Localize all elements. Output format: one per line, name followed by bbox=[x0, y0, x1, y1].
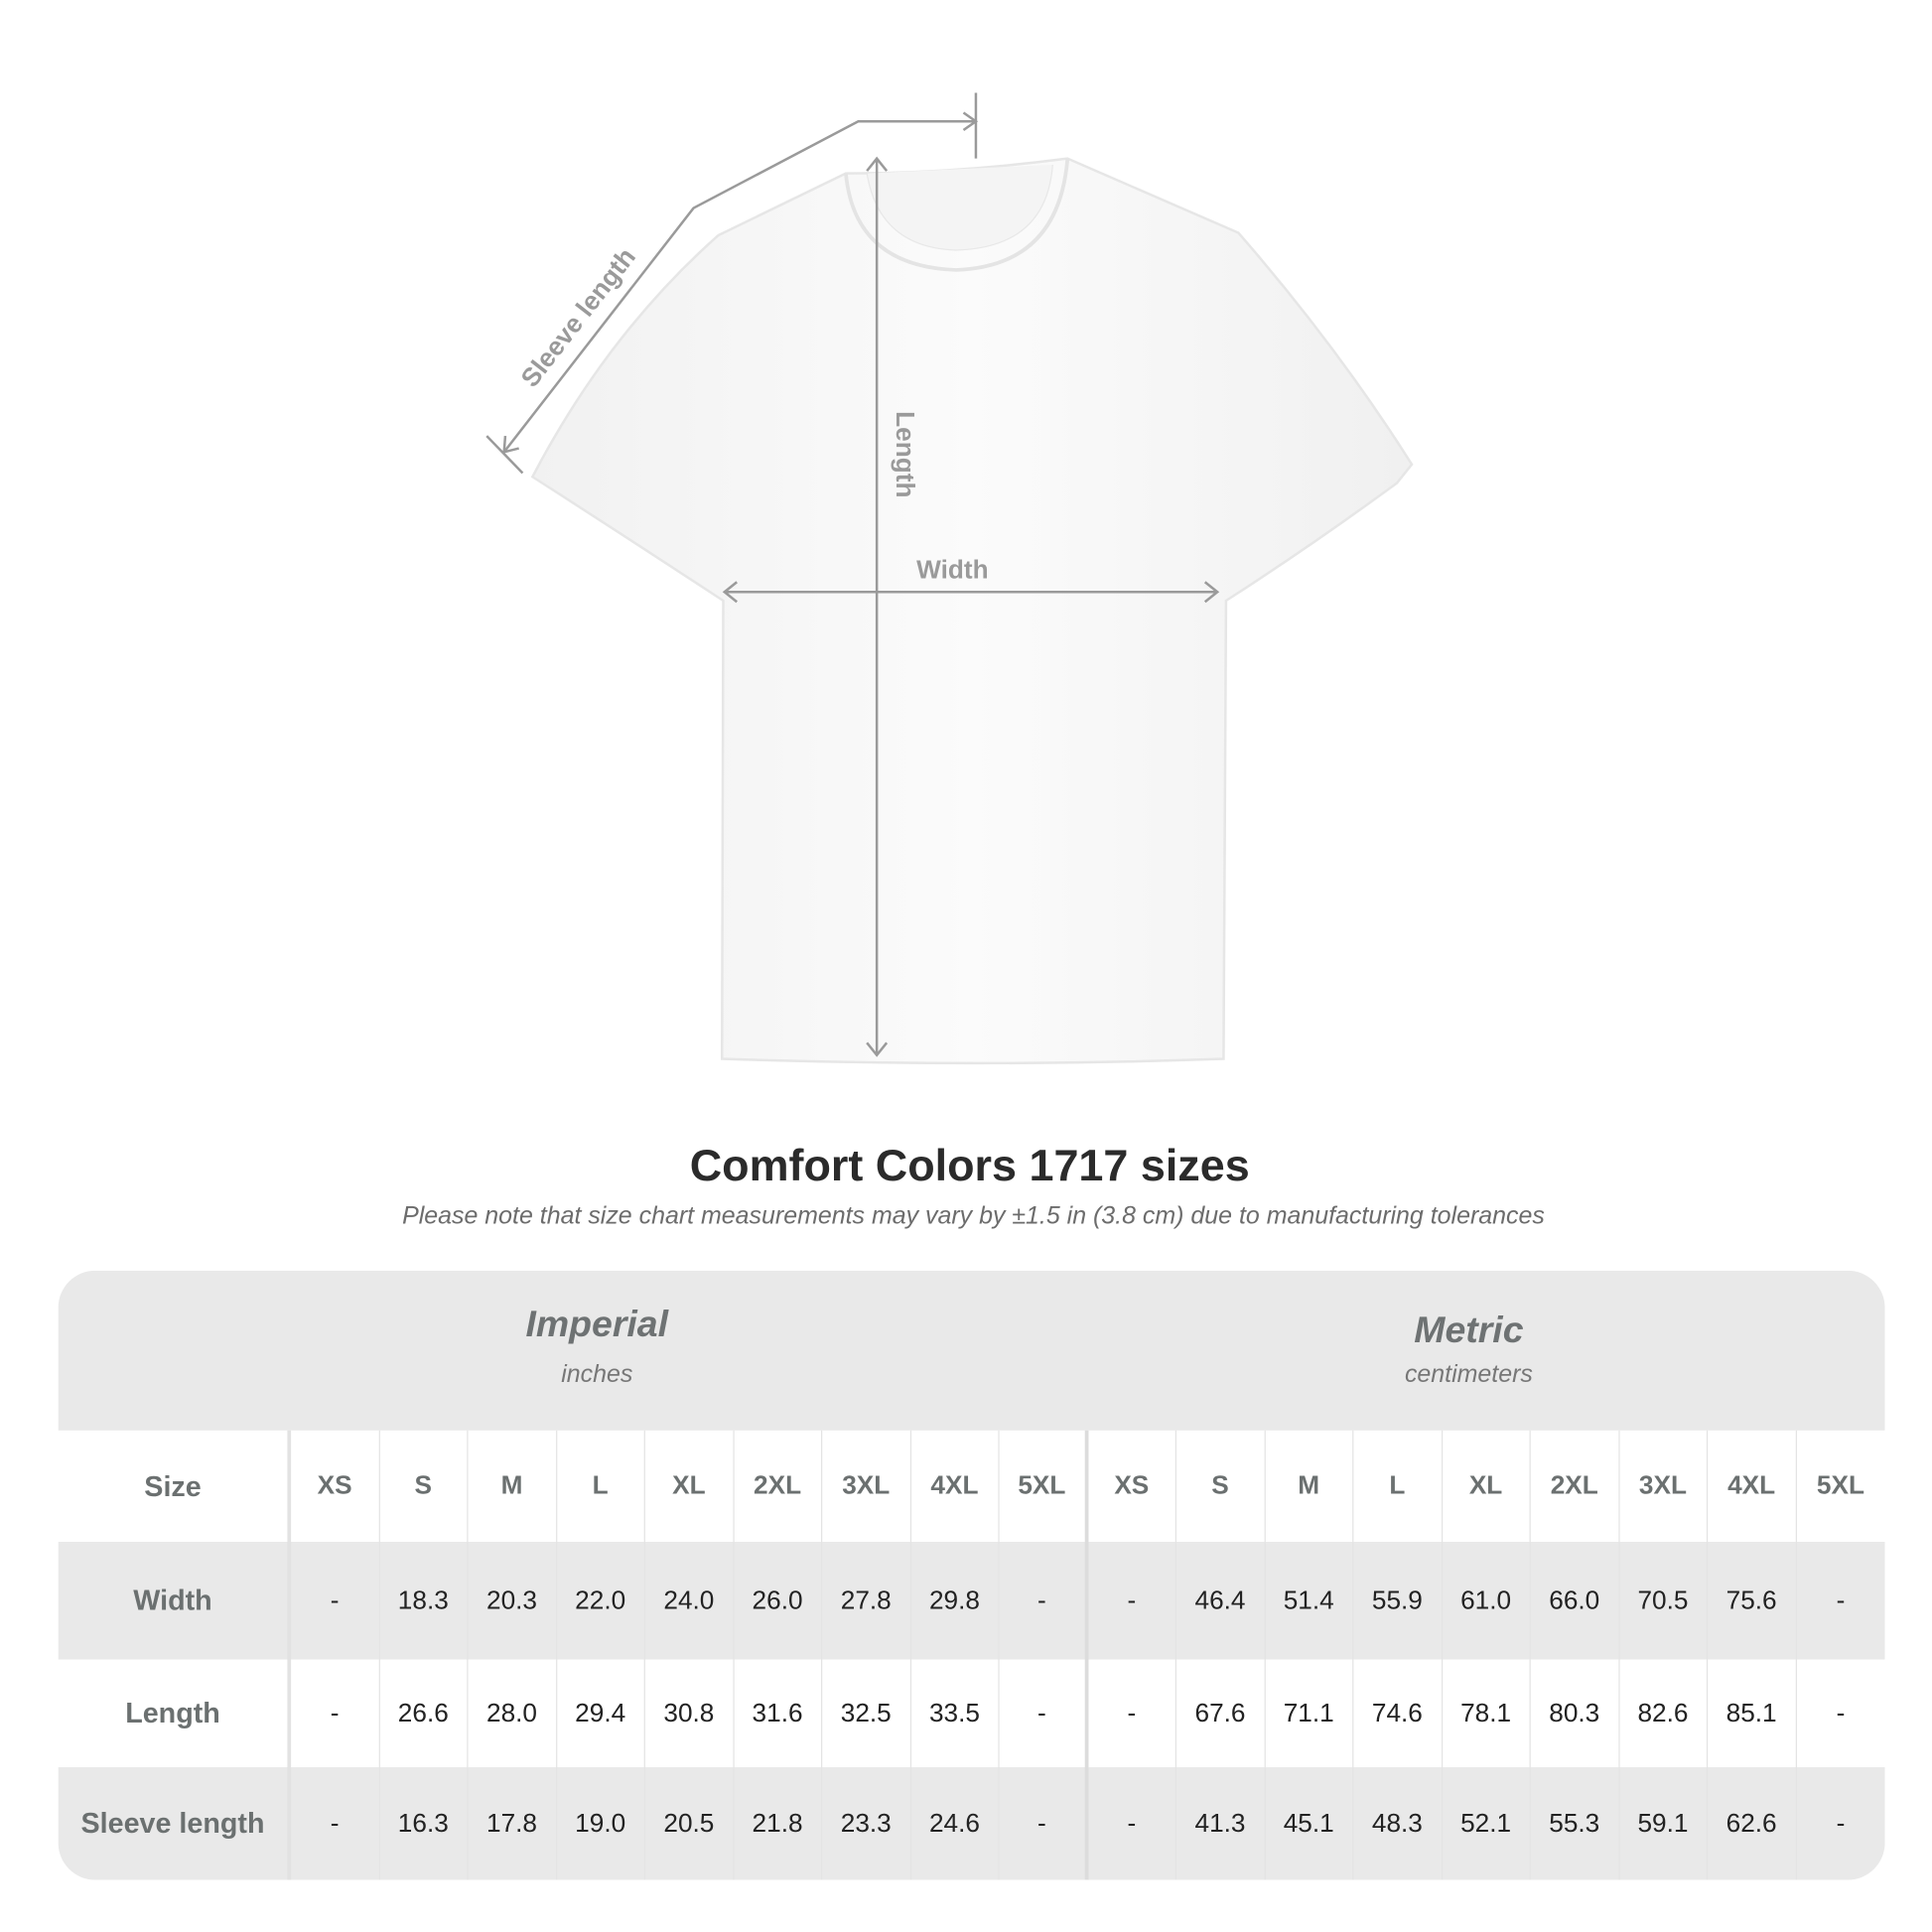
size-header-imperial: S bbox=[379, 1430, 469, 1543]
table-cell-metric: 52.1 bbox=[1443, 1767, 1531, 1880]
table-cell-imperial: 23.3 bbox=[822, 1767, 911, 1880]
table-cell-imperial: 26.6 bbox=[379, 1659, 469, 1768]
tshirt-shape bbox=[530, 157, 1414, 1065]
size-table: Imperial inches Metric centimeters Size X… bbox=[58, 1270, 1885, 1880]
table-cell-metric: 62.6 bbox=[1708, 1767, 1797, 1880]
table-cell-metric: 74.6 bbox=[1353, 1659, 1443, 1768]
table-cell-metric: 48.3 bbox=[1353, 1767, 1443, 1880]
table-cell-imperial: - bbox=[291, 1542, 380, 1660]
size-header-imperial: 3XL bbox=[822, 1430, 911, 1543]
table-cell-metric: - bbox=[1088, 1659, 1177, 1768]
table-cell-metric: - bbox=[1836, 1698, 1846, 1727]
size-header-metric: M bbox=[1265, 1430, 1354, 1543]
table-cell-imperial: - bbox=[291, 1659, 380, 1768]
table-cell-metric: 41.3 bbox=[1176, 1767, 1266, 1880]
table-cell-imperial: 20.5 bbox=[645, 1767, 735, 1880]
table-cell-metric: 78.1 bbox=[1443, 1659, 1531, 1768]
collar bbox=[844, 158, 1070, 272]
size-header-imperial: XL bbox=[645, 1430, 735, 1543]
table-cell-metric: 59.1 bbox=[1619, 1767, 1709, 1880]
size-header-metric: 4XL bbox=[1708, 1430, 1797, 1543]
chart-title: Comfort Colors 1717 sizes bbox=[689, 1139, 1250, 1190]
imperial-unit: inches bbox=[561, 1360, 633, 1389]
table-cell-imperial: 21.8 bbox=[734, 1767, 823, 1880]
dimension-lines bbox=[485, 92, 1220, 1057]
table-row: Width -18.3 20.3 22.0 24.0 26.0 27.8 29.8- -46.4… bbox=[59, 1542, 1885, 1660]
size-header-metric: XS bbox=[1088, 1430, 1177, 1543]
table-cell-imperial: - bbox=[1000, 1767, 1088, 1880]
tolerance-note: Please note that size chart measurements… bbox=[402, 1202, 1545, 1230]
table-cell-metric: 80.3 bbox=[1531, 1659, 1619, 1768]
size-header-metric: S bbox=[1176, 1430, 1266, 1543]
table-cell-metric: 45.1 bbox=[1265, 1767, 1354, 1880]
table-cell-metric: 75.6 bbox=[1708, 1542, 1797, 1660]
table-cell-imperial: - bbox=[1000, 1542, 1088, 1660]
width-label: Width bbox=[916, 556, 989, 585]
table-cell-imperial: 20.3 bbox=[469, 1542, 557, 1660]
size-header-metric: 5XL bbox=[1816, 1470, 1864, 1500]
table-cell-metric: 67.6 bbox=[1176, 1659, 1266, 1768]
table-cell-imperial: 28.0 bbox=[469, 1659, 557, 1768]
table-cell-imperial: 22.0 bbox=[557, 1542, 645, 1660]
size-header-imperial: 2XL bbox=[734, 1430, 823, 1543]
tshirt-diagram bbox=[485, 92, 1414, 1065]
table-cell-metric: - bbox=[1836, 1808, 1846, 1838]
table-cell-imperial: 29.8 bbox=[910, 1542, 1000, 1660]
table-cell-imperial: 31.6 bbox=[734, 1659, 823, 1768]
table-cell-metric: - bbox=[1088, 1542, 1177, 1660]
table-cell-metric: 55.9 bbox=[1353, 1542, 1443, 1660]
row-label: Sleeve length bbox=[59, 1767, 292, 1880]
table-cell-metric: 85.1 bbox=[1708, 1659, 1797, 1768]
table-cell-imperial: 18.3 bbox=[379, 1542, 469, 1660]
size-header-imperial: M bbox=[469, 1430, 557, 1543]
table-cell-imperial: 24.6 bbox=[910, 1767, 1000, 1880]
size-header-metric: L bbox=[1353, 1430, 1443, 1543]
table-cell-imperial: 33.5 bbox=[910, 1659, 1000, 1768]
metric-unit: centimeters bbox=[1404, 1360, 1533, 1389]
table-cell-imperial: - bbox=[291, 1767, 380, 1880]
size-header-imperial: L bbox=[557, 1430, 645, 1543]
size-header-imperial: 4XL bbox=[910, 1430, 1000, 1543]
imperial-header: Imperial inches bbox=[349, 1305, 845, 1390]
size-header-metric: 3XL bbox=[1619, 1430, 1709, 1543]
imperial-title: Imperial bbox=[525, 1304, 669, 1345]
table-cell-imperial: 26.0 bbox=[734, 1542, 823, 1660]
table-cell-imperial: 27.8 bbox=[822, 1542, 911, 1660]
table-cell-metric: - bbox=[1088, 1767, 1177, 1880]
table-cell-metric: 51.4 bbox=[1265, 1542, 1354, 1660]
table-cell-imperial: 30.8 bbox=[645, 1659, 735, 1768]
table-cell-imperial: 16.3 bbox=[379, 1767, 469, 1880]
table-cell-metric: 66.0 bbox=[1531, 1542, 1619, 1660]
row-label: Length bbox=[59, 1659, 292, 1768]
table-cell-metric: 55.3 bbox=[1531, 1767, 1619, 1880]
size-header-row: Size XS S M L XL 2XL 3XL 4XL 5XL XS S M L XL 2XL 3XL 4XL 5… bbox=[59, 1430, 1885, 1543]
size-header-metric: XL bbox=[1443, 1430, 1531, 1543]
table-cell-metric: 70.5 bbox=[1619, 1542, 1709, 1660]
table-cell-metric: 71.1 bbox=[1265, 1659, 1354, 1768]
table-cell-imperial: 19.0 bbox=[557, 1767, 645, 1880]
row-label: Size bbox=[59, 1430, 292, 1543]
table-cell-imperial: 32.5 bbox=[822, 1659, 911, 1768]
table-cell-imperial: - bbox=[1000, 1659, 1088, 1768]
table-cell-metric: 46.4 bbox=[1176, 1542, 1266, 1660]
table-cell-imperial: 17.8 bbox=[469, 1767, 557, 1880]
metric-header: Metric centimeters bbox=[1221, 1311, 1717, 1390]
table-row: Sleeve length -16.3 17.8 19.0 20.5 21.8 23.3 24… bbox=[59, 1767, 1885, 1880]
table-cell-metric: - bbox=[1836, 1586, 1846, 1614]
size-header-metric: 2XL bbox=[1531, 1430, 1619, 1543]
table-cell-imperial: 29.4 bbox=[557, 1659, 645, 1768]
table-cell-metric: 82.6 bbox=[1619, 1659, 1709, 1768]
size-header-imperial: XS bbox=[291, 1430, 380, 1543]
table-cell-imperial: 24.0 bbox=[645, 1542, 735, 1660]
size-header-imperial: 5XL bbox=[1000, 1430, 1088, 1543]
metric-title: Metric bbox=[1414, 1310, 1524, 1351]
table-cell-metric: 61.0 bbox=[1443, 1542, 1531, 1660]
table-row: Length -26.6 28.0 29.4 30.8 31.6 32.5 33.5- -67.… bbox=[59, 1659, 1885, 1768]
length-label: Length bbox=[890, 411, 919, 498]
row-label: Width bbox=[59, 1542, 292, 1660]
